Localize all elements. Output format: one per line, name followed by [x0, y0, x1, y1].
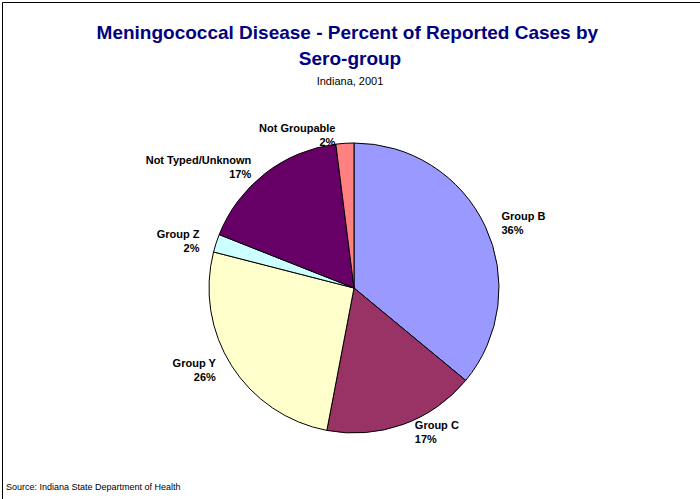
- svg-text:17%: 17%: [415, 433, 437, 445]
- svg-text:Group B: Group B: [501, 210, 545, 222]
- svg-text:Source: Indiana State Departme: Source: Indiana State Department of Heal…: [6, 482, 181, 492]
- svg-text:Group Z: Group Z: [157, 228, 200, 240]
- svg-text:Not Typed/Unknown: Not Typed/Unknown: [146, 154, 252, 166]
- svg-text:Indiana, 2001: Indiana, 2001: [317, 75, 384, 87]
- svg-text:Group C: Group C: [415, 419, 459, 431]
- svg-text:2%: 2%: [319, 136, 335, 148]
- svg-text:17%: 17%: [229, 168, 251, 180]
- svg-text:2%: 2%: [184, 242, 200, 254]
- svg-text:Sero-group: Sero-group: [299, 48, 401, 69]
- svg-text:Meningococcal Disease - Percen: Meningococcal Disease - Percent of Repor…: [97, 22, 604, 43]
- svg-text:Not Groupable: Not Groupable: [259, 122, 335, 134]
- svg-text:26%: 26%: [194, 371, 216, 383]
- svg-text:36%: 36%: [501, 224, 523, 236]
- svg-text:Group Y: Group Y: [173, 357, 217, 369]
